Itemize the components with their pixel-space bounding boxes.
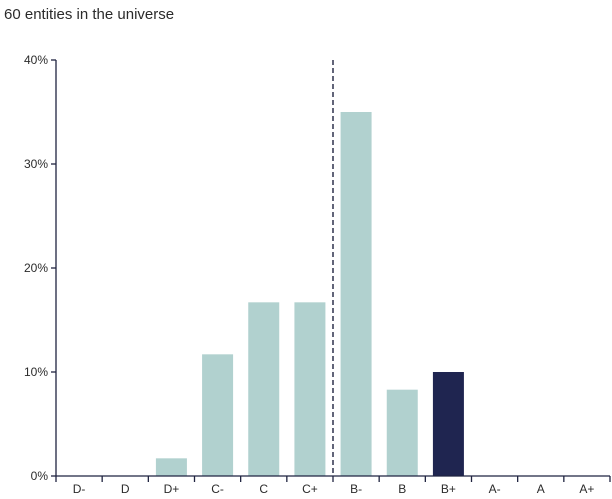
- x-tick-label: D-: [73, 482, 86, 496]
- bar-D+: [156, 458, 187, 476]
- bar-B-: [341, 112, 372, 476]
- y-tick-label: 10%: [24, 365, 48, 379]
- y-tick-label: 40%: [24, 53, 48, 67]
- x-axis: D- D D+ C- C C+ B- B B+ A- A A+: [56, 476, 610, 496]
- bar-C-: [202, 354, 233, 476]
- bar-C: [248, 302, 279, 476]
- x-tick-label: A-: [489, 482, 501, 496]
- bar-B: [387, 390, 418, 476]
- x-tick-label: A: [537, 482, 545, 496]
- bars: [156, 112, 464, 476]
- x-tick-label: C: [259, 482, 268, 496]
- y-tick-label: 0%: [31, 469, 49, 483]
- x-tick-label: B-: [350, 482, 362, 496]
- x-tick-label: D: [121, 482, 130, 496]
- bar-B+: [433, 372, 464, 476]
- y-axis: 0% 10% 20% 30% 40%: [24, 53, 56, 483]
- y-tick-label: 30%: [24, 157, 48, 171]
- x-tick-label: D+: [164, 482, 180, 496]
- x-tick-label: B+: [441, 482, 456, 496]
- x-tick-label: A+: [579, 482, 594, 496]
- bar-C+: [294, 302, 325, 476]
- x-tick-label: B: [398, 482, 406, 496]
- x-tick-label: C+: [302, 482, 318, 496]
- y-tick-label: 20%: [24, 261, 48, 275]
- x-tick-label: C-: [211, 482, 224, 496]
